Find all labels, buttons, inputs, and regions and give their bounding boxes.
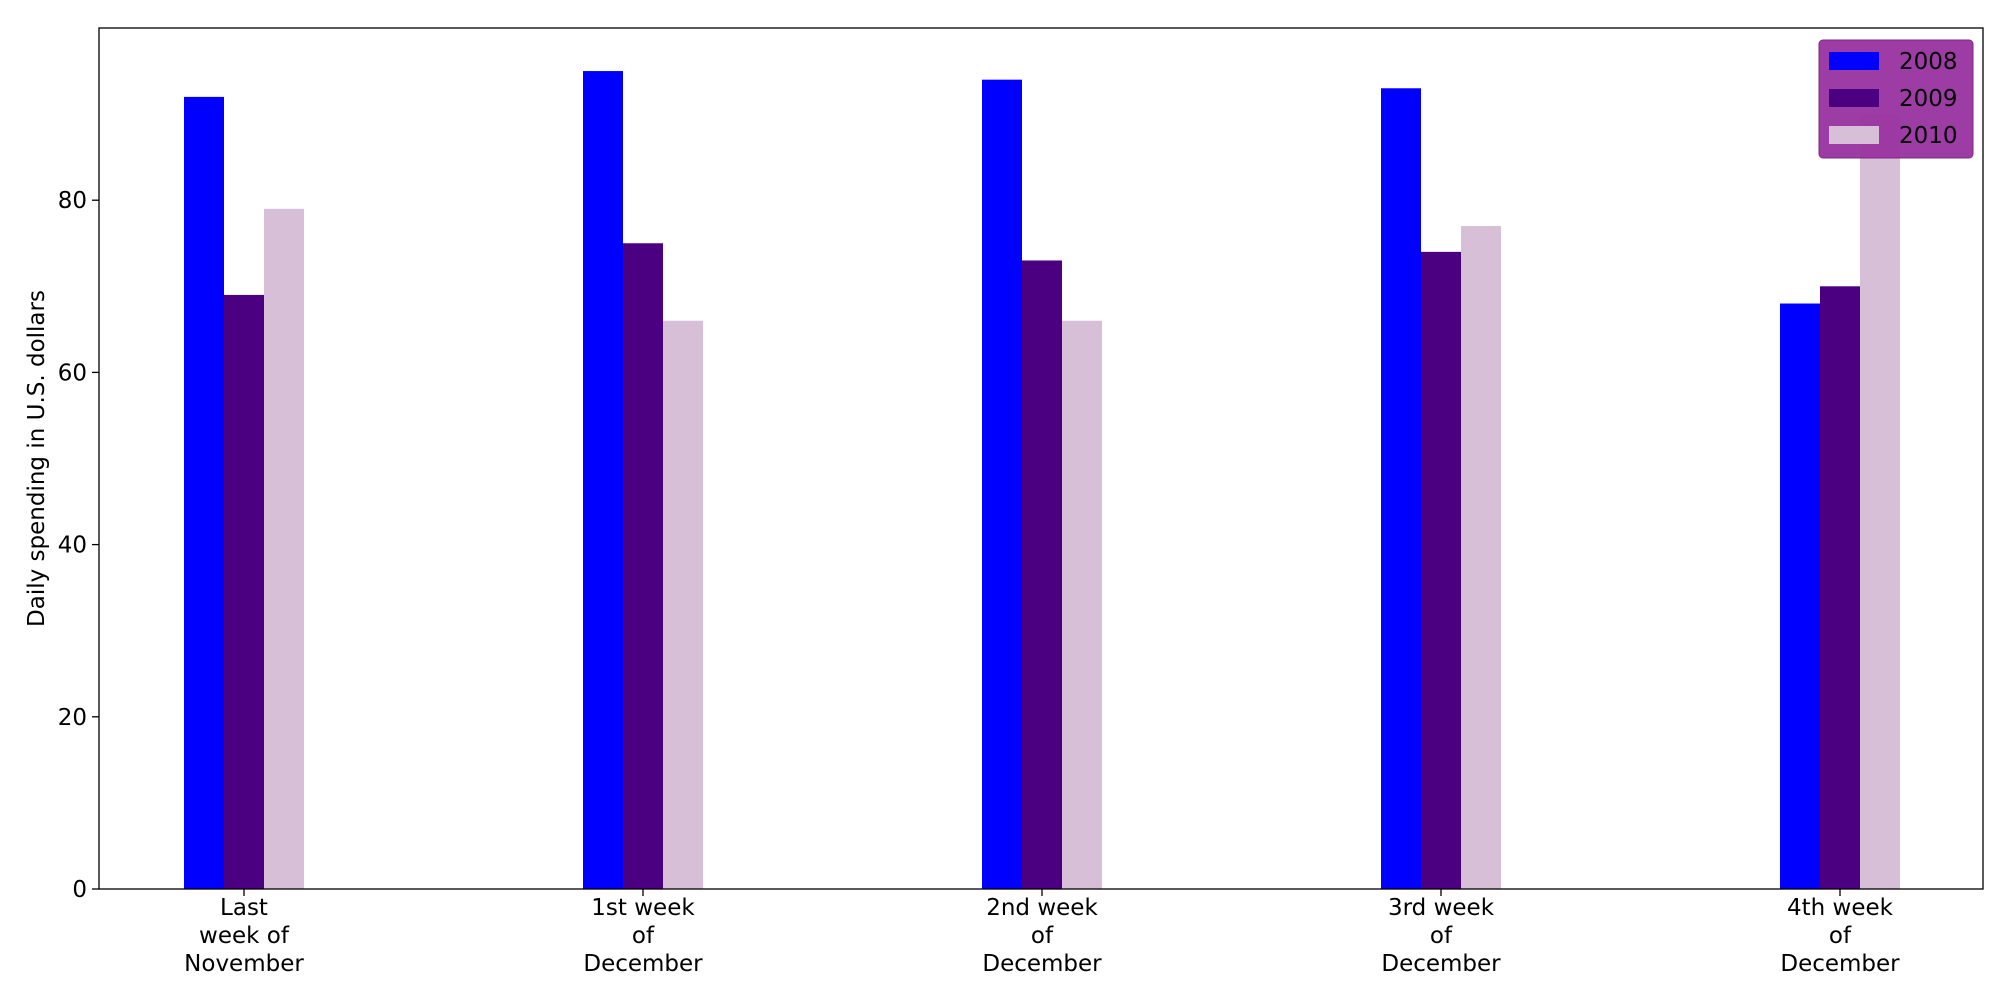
y-tick-label: 80	[58, 188, 87, 214]
legend-label-2009: 2009	[1899, 86, 1958, 112]
bar-2009-4	[1820, 286, 1860, 889]
legend-swatch-2009	[1829, 89, 1879, 107]
bar-2008-4	[1780, 303, 1820, 889]
legend-swatch-2008	[1829, 52, 1879, 70]
legend-label-2008: 2008	[1899, 49, 1958, 75]
y-axis-label: Daily spending in U.S. dollars	[24, 290, 50, 627]
x-tick-label: 3rd week of December	[1381, 895, 1501, 977]
y-tick-label: 20	[58, 705, 87, 731]
bar-2009-2	[1022, 260, 1062, 890]
bar-2010-4	[1860, 114, 1900, 890]
x-tick-label: 2nd week of December	[982, 895, 1102, 977]
bars-group	[184, 71, 1900, 890]
bar-2008-3	[1381, 88, 1421, 889]
y-axis-ticks: 0 20 40 60 80	[58, 188, 99, 903]
y-tick-label: 0	[72, 877, 87, 903]
plot-area-frame	[98, 27, 1984, 890]
x-tick-label: 1st week of December	[583, 895, 703, 977]
legend: 2008 2009 2010	[1818, 39, 1974, 159]
bar-2009-1	[623, 243, 663, 889]
x-tick-label: Last week of November	[184, 895, 304, 977]
legend-swatch-2010	[1829, 126, 1879, 144]
bar-2008-2	[982, 79, 1022, 889]
bar-2009-0	[224, 294, 264, 889]
bar-2010-3	[1461, 226, 1501, 889]
y-tick-label: 60	[58, 360, 87, 386]
bar-2010-2	[1062, 320, 1102, 889]
x-tick-label: 4th week of December	[1780, 895, 1900, 977]
bar-2008-0	[184, 96, 224, 889]
bar-2008-1	[583, 71, 623, 890]
y-tick-label: 40	[58, 533, 87, 559]
bar-2010-0	[264, 208, 304, 889]
x-axis-ticks: Last week of November 1st week of December 2nd…	[184, 889, 1900, 977]
legend-label-2010: 2010	[1899, 123, 1958, 149]
bar-2009-3	[1421, 251, 1461, 890]
bar-2010-1	[663, 320, 703, 889]
